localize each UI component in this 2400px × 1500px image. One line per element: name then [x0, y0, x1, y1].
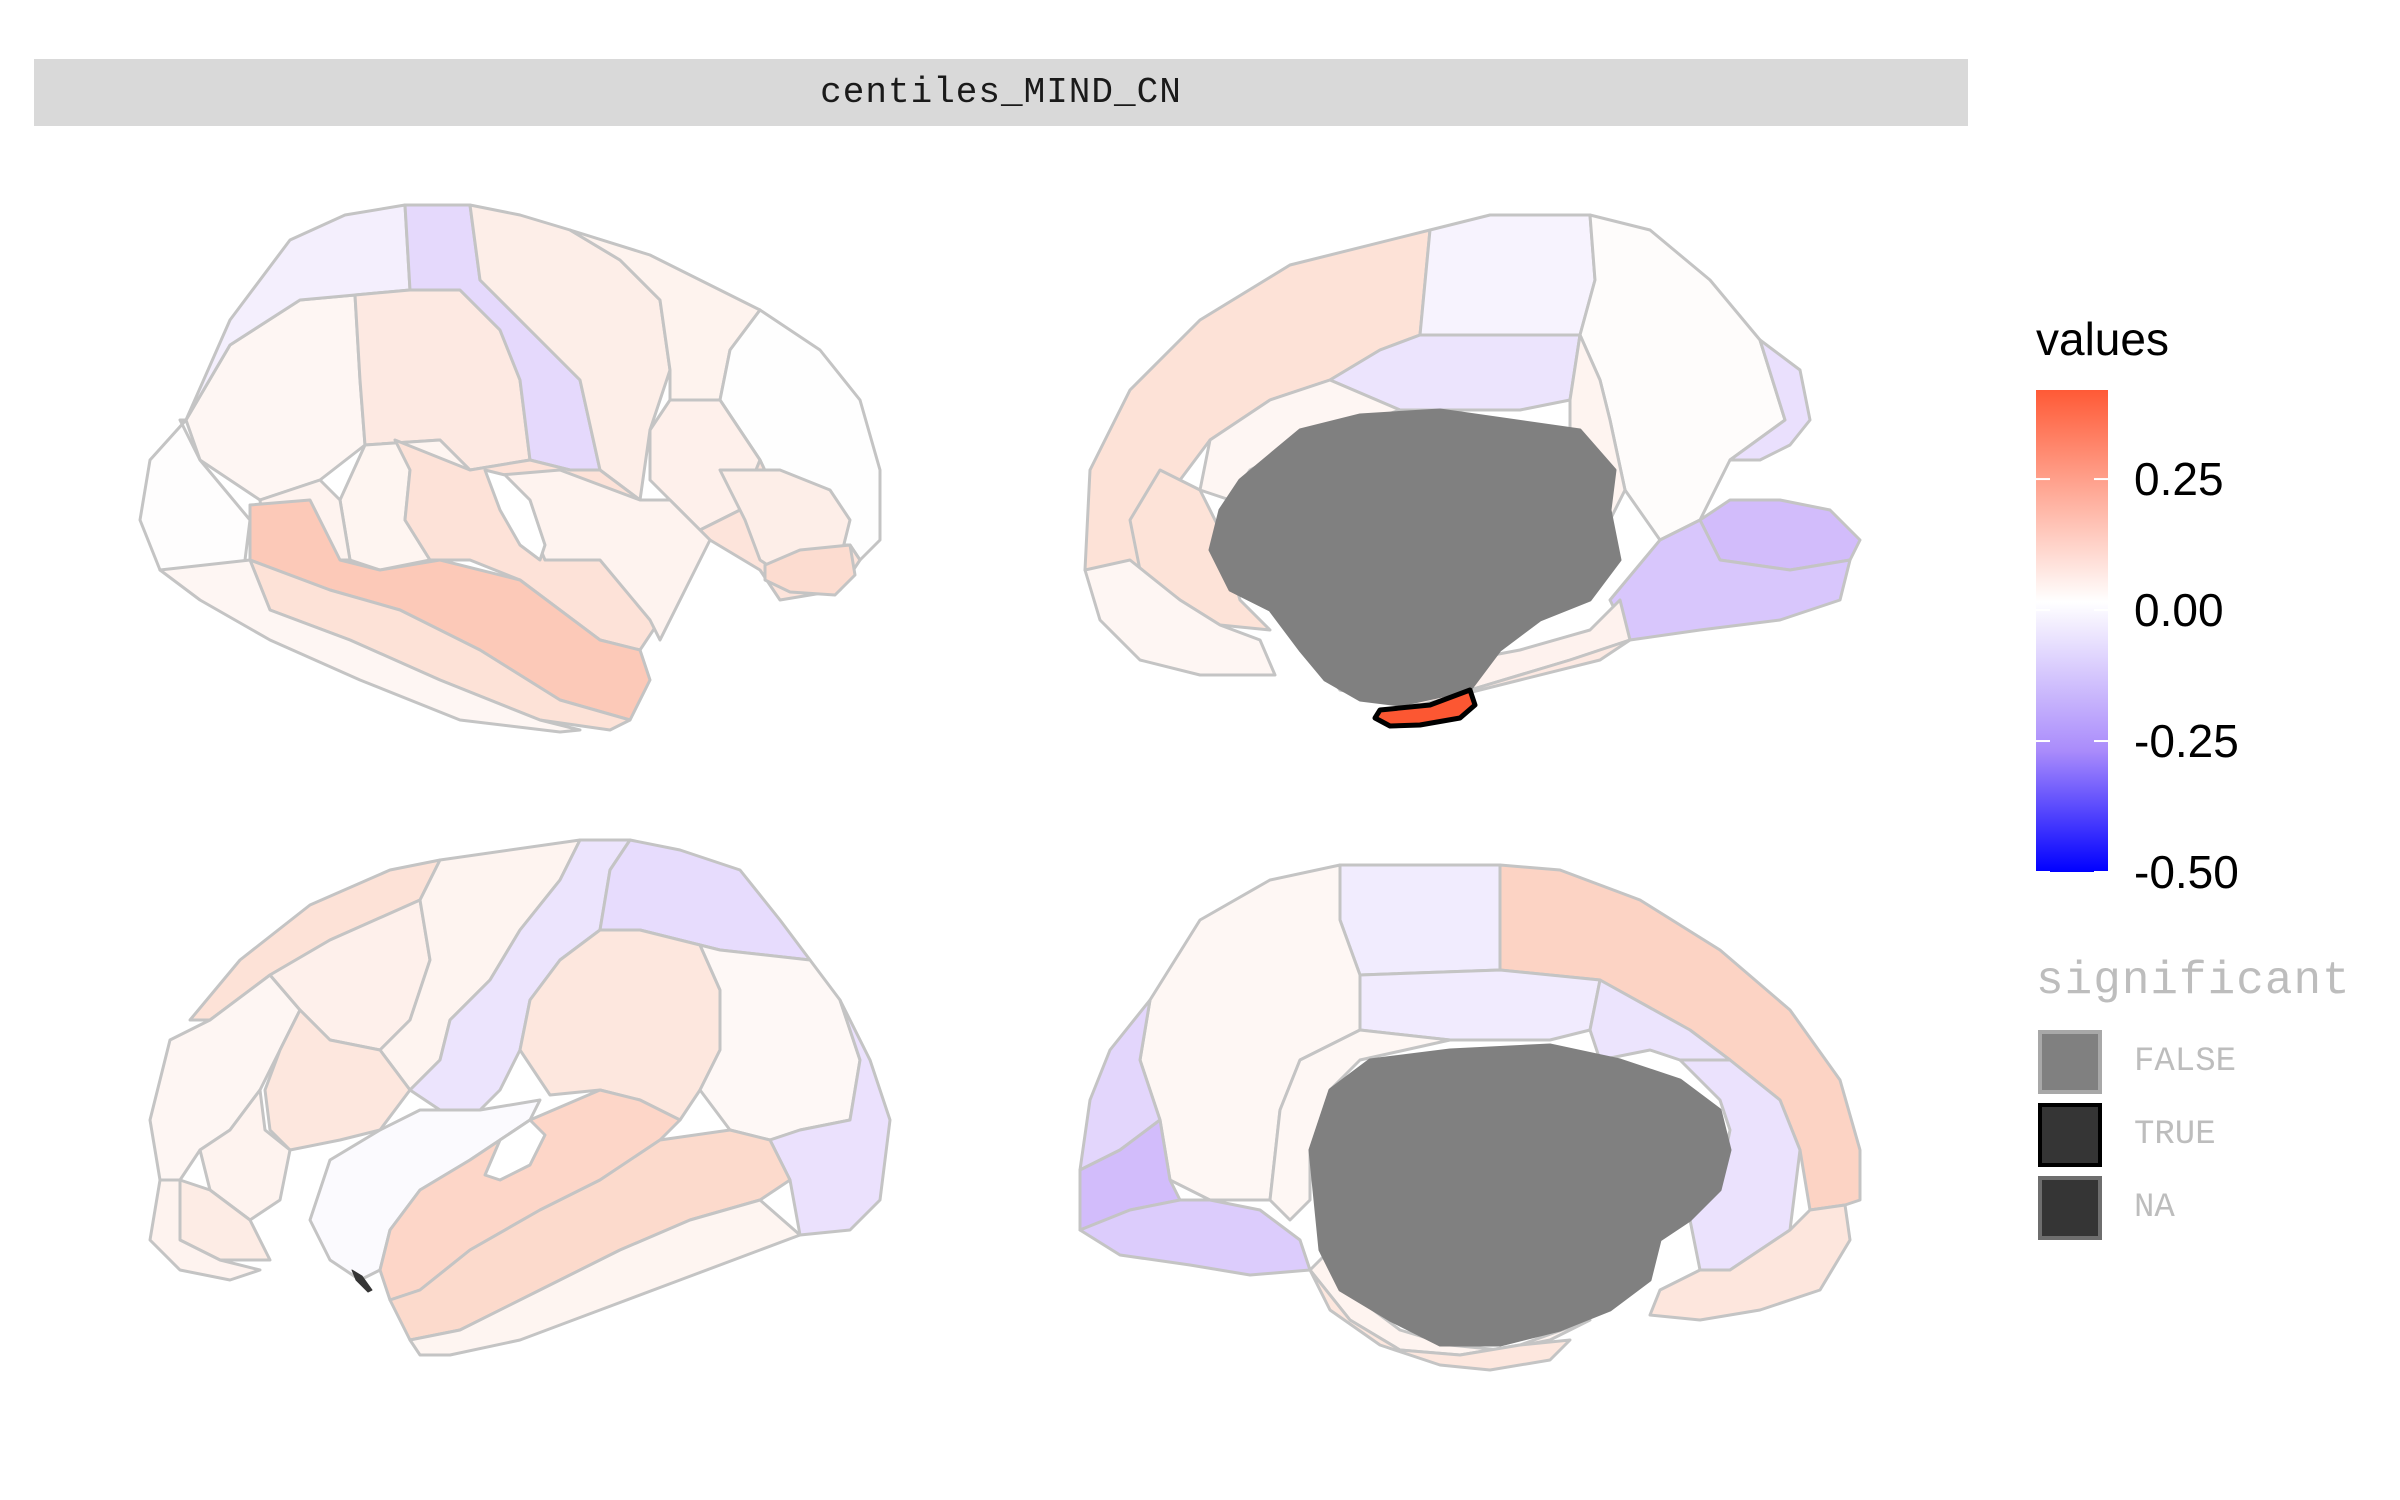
legend-key-false: [2038, 1030, 2102, 1094]
colorbar-tick-label: 0.00: [2134, 583, 2224, 637]
colorbar-tick-label: 0.25: [2134, 452, 2224, 506]
left-medial-view: [1085, 215, 1860, 726]
region-lh-paracentral: [1420, 215, 1595, 335]
colorbar-tick-label: -0.25: [2134, 714, 2239, 768]
legend-key-na: [2038, 1176, 2102, 1240]
legend-key-true: [2038, 1103, 2102, 1167]
legend-key-label: TRUE: [2134, 1116, 2216, 1154]
colorbar-tick-label: -0.50: [2134, 845, 2239, 899]
right-lateral-view: [150, 840, 890, 1355]
region-lh-rostral-middle-frontal: [186, 295, 365, 500]
region-rh-posterior-cingulate: [1360, 970, 1600, 1040]
legend-significant-title: significant: [2036, 955, 2351, 1007]
colorbar: [2036, 390, 2108, 872]
region-rh-paracentral: [1340, 865, 1500, 975]
legend-key-label: NA: [2134, 1189, 2175, 1227]
legend-key-label: FALSE: [2134, 1043, 2236, 1081]
legend-values-title: values: [2036, 312, 2169, 366]
right-medial-view: [1080, 865, 1860, 1370]
region-rh-inferior-parietal: [700, 945, 860, 1140]
left-lateral-view: [140, 205, 880, 732]
